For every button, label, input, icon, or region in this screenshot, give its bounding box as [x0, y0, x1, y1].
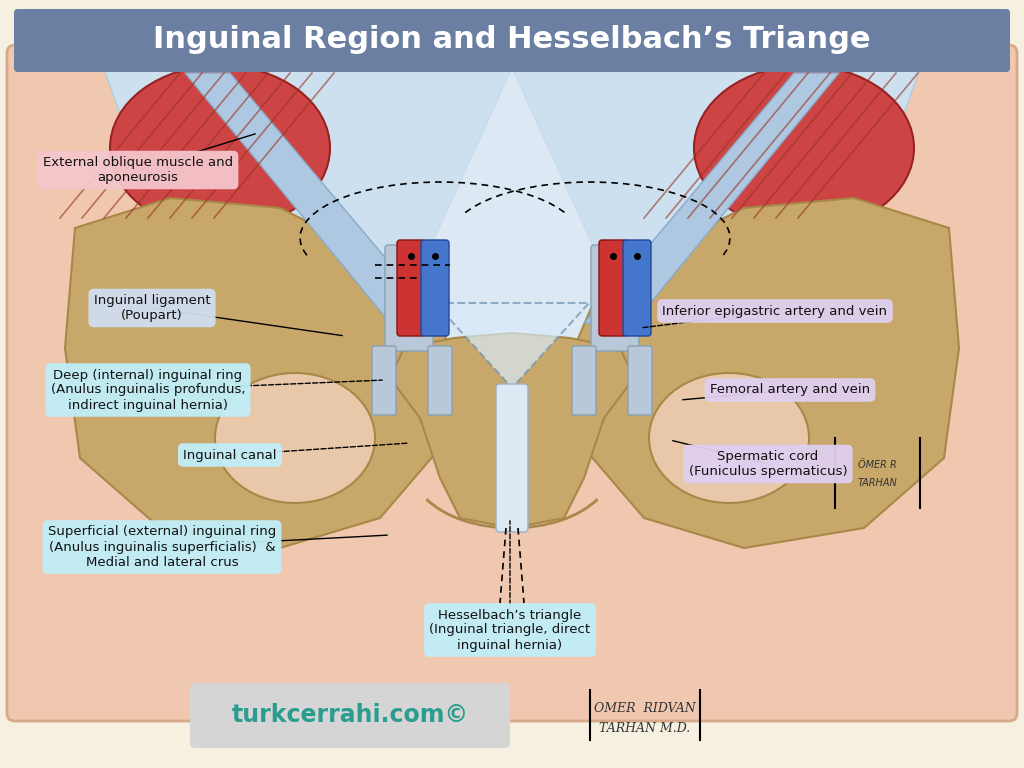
- FancyBboxPatch shape: [572, 346, 596, 415]
- FancyBboxPatch shape: [428, 346, 452, 415]
- Ellipse shape: [215, 373, 375, 503]
- FancyBboxPatch shape: [190, 683, 510, 748]
- FancyBboxPatch shape: [628, 346, 652, 415]
- Text: Femoral artery and vein: Femoral artery and vein: [710, 383, 870, 396]
- Text: Deep (internal) inguinal ring
(Anulus inguinalis profundus,
indirect inguinal he: Deep (internal) inguinal ring (Anulus in…: [51, 369, 246, 412]
- Ellipse shape: [649, 373, 809, 503]
- FancyBboxPatch shape: [496, 384, 528, 532]
- Text: OMER  RIDVAN: OMER RIDVAN: [594, 701, 696, 714]
- FancyBboxPatch shape: [14, 9, 1010, 72]
- FancyBboxPatch shape: [397, 240, 425, 336]
- Polygon shape: [390, 68, 634, 438]
- Text: ÖMER R: ÖMER R: [858, 460, 896, 470]
- Text: Hesselbach’s triangle
(Inguinal triangle, direct
inguinal hernia): Hesselbach’s triangle (Inguinal triangle…: [429, 608, 591, 651]
- FancyBboxPatch shape: [623, 240, 651, 336]
- Polygon shape: [390, 333, 634, 528]
- Polygon shape: [435, 303, 589, 388]
- Text: Superficial (external) inguinal ring
(Anulus inguinalis superficialis)  &
Medial: Superficial (external) inguinal ring (An…: [48, 525, 276, 568]
- Text: Inferior epigastric artery and vein: Inferior epigastric artery and vein: [663, 304, 888, 317]
- FancyBboxPatch shape: [599, 240, 627, 336]
- FancyBboxPatch shape: [385, 245, 433, 351]
- FancyBboxPatch shape: [372, 346, 396, 415]
- Polygon shape: [65, 198, 450, 548]
- Polygon shape: [574, 198, 959, 548]
- FancyBboxPatch shape: [591, 245, 639, 351]
- FancyBboxPatch shape: [421, 240, 449, 336]
- Text: Inguinal ligament
(Poupart): Inguinal ligament (Poupart): [93, 294, 210, 322]
- Ellipse shape: [110, 65, 330, 230]
- Text: External oblique muscle and
aponeurosis: External oblique muscle and aponeurosis: [43, 156, 233, 184]
- Text: turkcerrahi.com©: turkcerrahi.com©: [231, 703, 469, 727]
- Text: TARHAN: TARHAN: [857, 478, 897, 488]
- Polygon shape: [185, 73, 440, 323]
- Text: Inguinal Region and Hesselbach’s Triange: Inguinal Region and Hesselbach’s Triange: [154, 25, 870, 55]
- Polygon shape: [584, 73, 839, 323]
- Polygon shape: [100, 58, 924, 458]
- FancyBboxPatch shape: [7, 45, 1017, 721]
- Ellipse shape: [694, 65, 914, 230]
- Text: Spermatic cord
(Funiculus spermaticus): Spermatic cord (Funiculus spermaticus): [689, 450, 847, 478]
- Text: Inguinal canal: Inguinal canal: [183, 449, 276, 462]
- Text: TARHAN M.D.: TARHAN M.D.: [599, 721, 690, 734]
